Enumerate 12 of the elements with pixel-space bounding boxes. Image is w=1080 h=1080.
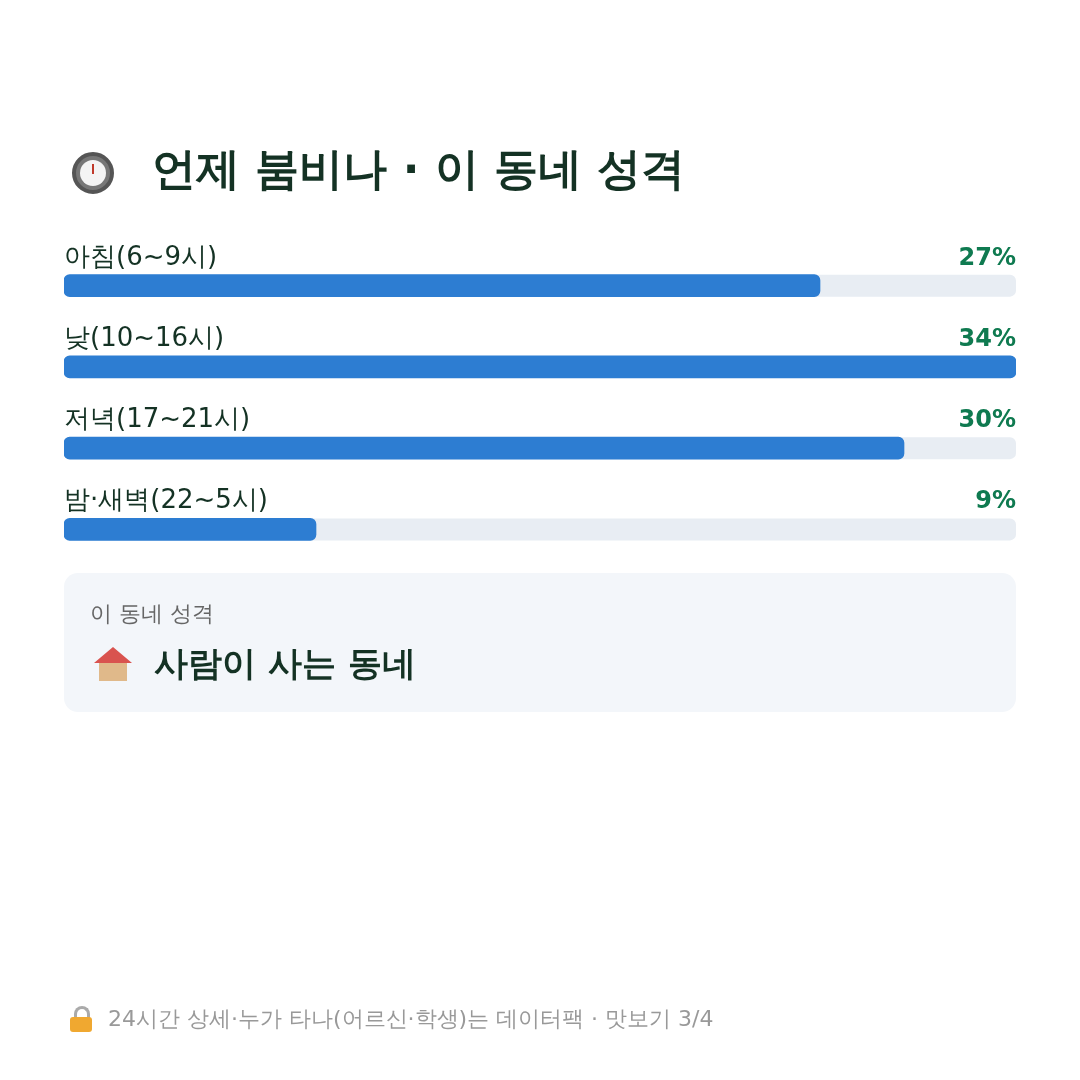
text: 사람이 사는 동네: [154, 642, 416, 685]
chart-title: 언제 붐비나 · 이 동네 성격: [152, 142, 686, 196]
data-label: 34%: [958, 323, 1016, 352]
text: 24시간 상세·누가 타나(어르신·학생)는 데이터팩 · 맛보기 3/4: [108, 1005, 714, 1033]
y-tick-label: 밤·새벽(22~5시): [64, 484, 268, 515]
y-tick-label: 저녁(17~21시): [64, 403, 251, 434]
data-label: 9%: [975, 486, 1016, 515]
data-label: 27%: [958, 242, 1016, 271]
y-tick-label: 아침(6~9시): [64, 240, 218, 271]
text: 이 동네 성격: [90, 600, 214, 628]
data-label: 30%: [958, 405, 1016, 434]
y-tick-label: 낮(10~16시): [64, 321, 225, 352]
